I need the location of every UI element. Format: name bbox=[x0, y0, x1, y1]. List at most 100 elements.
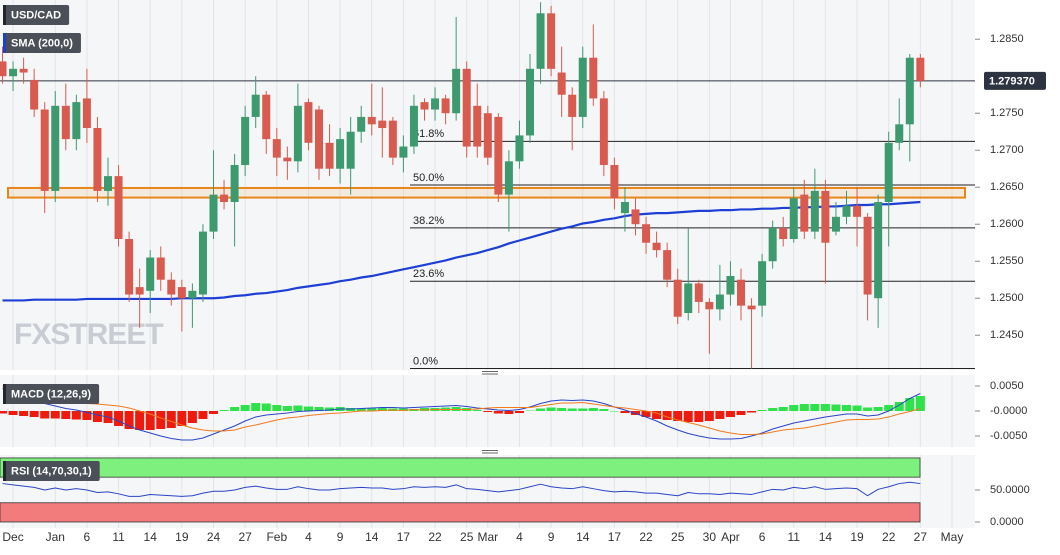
histogram-bar bbox=[810, 404, 820, 411]
candle-body bbox=[125, 239, 134, 295]
x-tick-label: 14 bbox=[365, 530, 379, 544]
candle-body bbox=[51, 105, 60, 191]
histogram-bar bbox=[852, 405, 862, 411]
candle-body bbox=[272, 139, 281, 158]
histogram-bar bbox=[367, 408, 377, 411]
histogram-bar bbox=[894, 402, 904, 411]
x-tick-label: Dec bbox=[2, 530, 23, 544]
line bbox=[2, 200, 921, 302]
rsi-zone bbox=[0, 457, 921, 478]
x-tick-label: 24 bbox=[207, 530, 221, 544]
candle-body bbox=[9, 68, 18, 77]
candle-body bbox=[441, 98, 450, 114]
histogram-bar bbox=[261, 403, 271, 411]
candle-body bbox=[367, 116, 376, 125]
candle-body bbox=[515, 135, 524, 162]
histogram-bar bbox=[842, 405, 851, 411]
x-tick-label: Apr bbox=[721, 530, 740, 544]
histogram-bar bbox=[0, 411, 7, 414]
candle-body bbox=[156, 257, 165, 280]
y-tick-label: 1.2500 bbox=[990, 292, 1024, 304]
x-tick-label: 11 bbox=[112, 530, 125, 544]
candle-body bbox=[589, 57, 598, 99]
candle-body bbox=[82, 98, 91, 129]
y-tick-label: 50.0000 bbox=[990, 484, 1030, 496]
legend-swatch bbox=[3, 33, 6, 53]
legend-text: USD/CAD bbox=[11, 9, 61, 21]
candle-body bbox=[821, 190, 830, 243]
candle-body bbox=[114, 176, 123, 240]
histogram-bar bbox=[884, 405, 894, 411]
fib-label: 0.0% bbox=[413, 355, 438, 367]
histogram-bar bbox=[483, 411, 493, 412]
histogram-bar bbox=[124, 411, 134, 429]
candle-body bbox=[631, 209, 640, 225]
candle-body bbox=[673, 279, 682, 317]
candle-body bbox=[800, 194, 809, 232]
legend-background bbox=[3, 384, 100, 404]
legend-text: RSI (14,70,30,1) bbox=[11, 465, 92, 477]
histogram-bar bbox=[303, 406, 313, 411]
x-tick-label: 4 bbox=[516, 530, 523, 544]
legend-swatch bbox=[3, 384, 6, 404]
candle-body bbox=[610, 165, 619, 199]
histogram-bar bbox=[715, 411, 725, 419]
histogram-bar bbox=[209, 411, 218, 414]
candle-body bbox=[220, 194, 229, 203]
x-tick-label: 25 bbox=[671, 530, 685, 544]
candle-body bbox=[209, 194, 218, 232]
chart-layer: 1.2850 1.2750 1.2700 1.2650 1.2600 1.2550 1.25… bbox=[0, 0, 1046, 544]
candle-body bbox=[61, 105, 70, 140]
histogram-bar bbox=[609, 411, 619, 412]
candle-body bbox=[19, 68, 28, 73]
x-tick-label: 6 bbox=[759, 530, 766, 544]
y-tick-label: 1.2550 bbox=[990, 255, 1024, 267]
candle-body bbox=[146, 257, 155, 291]
histogram-bar bbox=[725, 411, 735, 417]
candle-body bbox=[315, 109, 323, 169]
x-tick-label: May bbox=[941, 530, 964, 544]
y-tick-label: 1.2700 bbox=[990, 144, 1024, 156]
histogram-bar bbox=[282, 406, 292, 411]
candle-body bbox=[72, 102, 81, 140]
candle-body bbox=[578, 57, 587, 117]
x-tick-label: 9 bbox=[337, 530, 344, 544]
x-tick-label: 14 bbox=[144, 530, 158, 544]
candle-body bbox=[684, 283, 693, 314]
candle-body bbox=[768, 227, 777, 262]
y-tick-label: -0.0050 bbox=[990, 430, 1027, 442]
support-zone bbox=[7, 186, 966, 199]
legend-box: RSI (14,70,30,1) bbox=[3, 461, 100, 481]
line bbox=[2, 388, 921, 441]
histogram-bar bbox=[652, 411, 662, 419]
histogram-bar bbox=[19, 411, 29, 416]
histogram-bar bbox=[778, 407, 788, 411]
candle-body bbox=[620, 202, 629, 214]
histogram-bar bbox=[472, 410, 482, 411]
histogram-bar bbox=[789, 405, 799, 411]
histogram-bar bbox=[873, 407, 883, 411]
histogram-bar bbox=[514, 411, 524, 413]
legend-text: MACD (12,26,9) bbox=[11, 388, 91, 400]
histogram-bar bbox=[694, 411, 704, 422]
candle-body bbox=[420, 102, 429, 110]
histogram-bar bbox=[177, 411, 187, 426]
histogram-bar bbox=[831, 404, 841, 411]
candle-body bbox=[0, 61, 7, 77]
x-tick-label: 25 bbox=[460, 530, 474, 544]
x-tick-label: 19 bbox=[175, 530, 189, 544]
candle-body bbox=[40, 109, 49, 191]
candle-body bbox=[167, 279, 176, 295]
candle-body bbox=[557, 72, 566, 95]
histogram-bar bbox=[620, 411, 630, 413]
candle-body bbox=[884, 142, 893, 203]
fib-label: 23.6% bbox=[413, 268, 444, 280]
candle-body bbox=[30, 79, 39, 110]
histogram-bar bbox=[757, 410, 767, 411]
histogram-bar bbox=[156, 411, 166, 429]
histogram-bar bbox=[768, 408, 778, 411]
candle-body bbox=[104, 176, 112, 191]
legend-swatch bbox=[3, 461, 6, 481]
y-tick-label: 1.2850 bbox=[990, 33, 1024, 45]
